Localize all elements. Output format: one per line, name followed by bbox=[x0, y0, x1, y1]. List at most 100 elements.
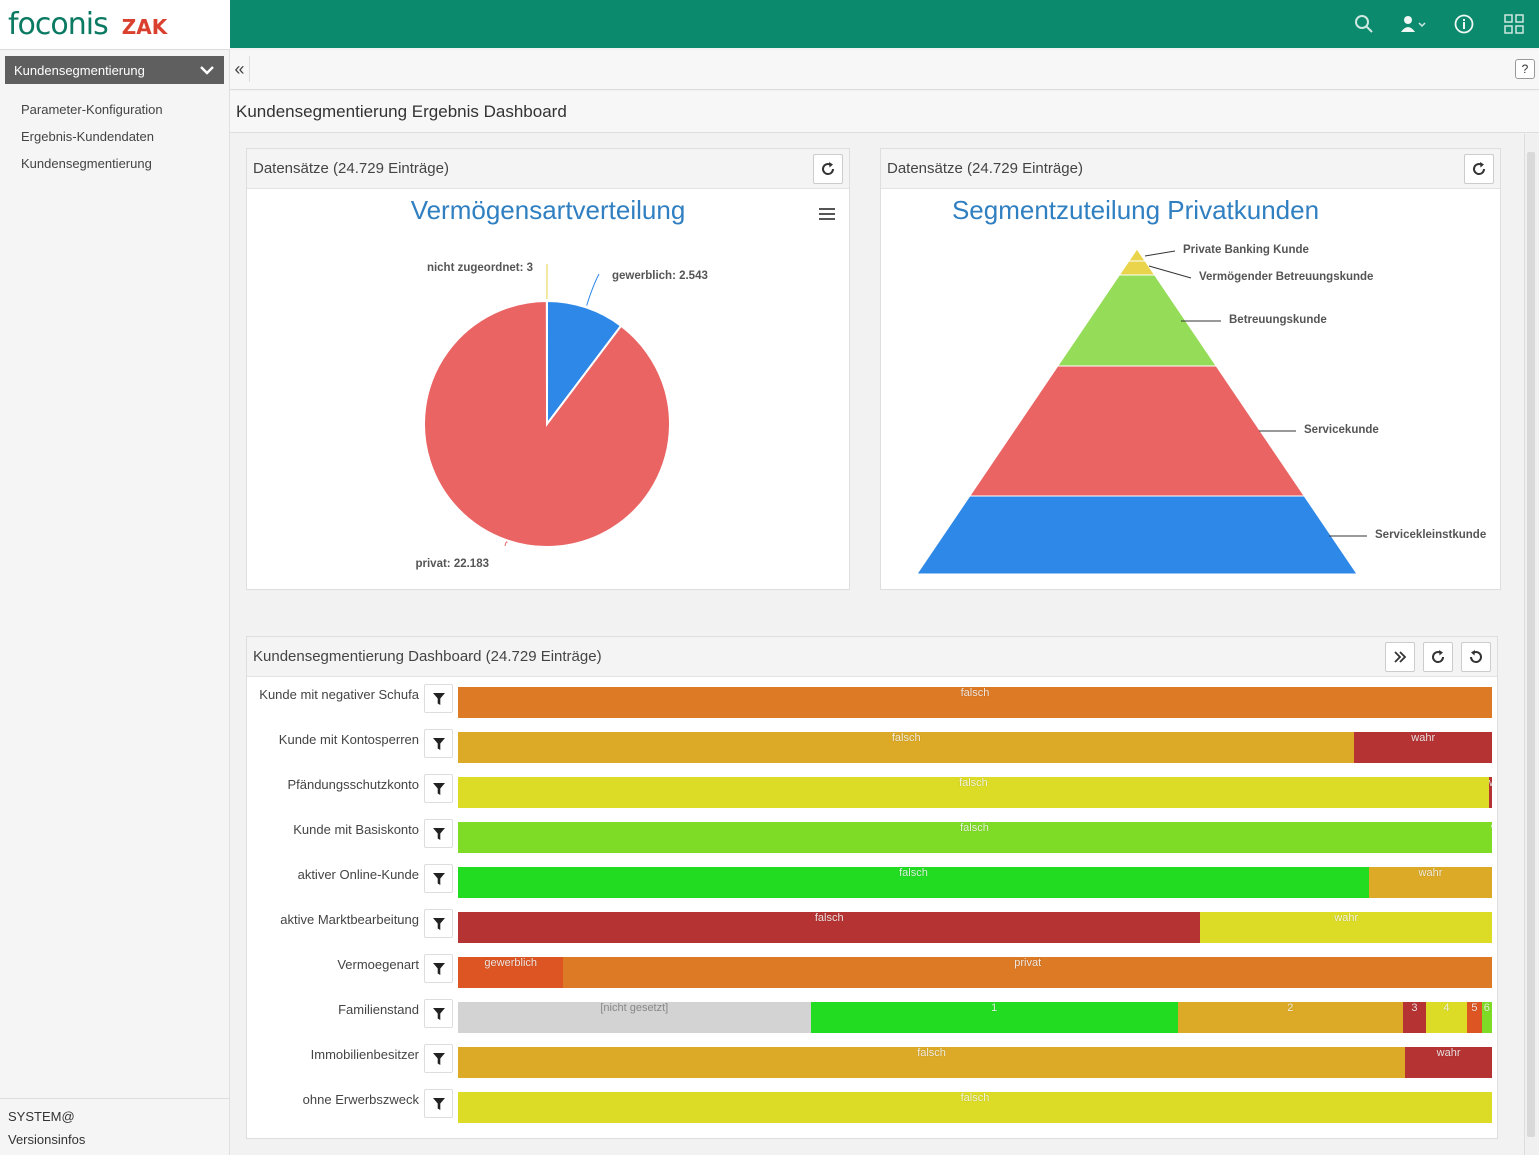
scrollbar-thumb[interactable] bbox=[1527, 152, 1535, 1137]
pyramid-data-label: Servicekleinstkunde bbox=[1375, 529, 1486, 541]
bar-segment[interactable]: 1 bbox=[810, 1002, 1178, 1033]
pie-panel-buttons bbox=[813, 154, 843, 184]
segment-label: falsch bbox=[891, 732, 921, 744]
pyramid-level[interactable] bbox=[1118, 260, 1156, 276]
filter-button[interactable] bbox=[424, 684, 453, 713]
app-logo[interactable]: foconis ZAK bbox=[0, 0, 230, 50]
bar-segment[interactable]: falsch bbox=[458, 687, 1492, 718]
filter-button[interactable] bbox=[424, 1044, 453, 1073]
user-icon[interactable] bbox=[1389, 0, 1439, 48]
dashboard-row: Familienstand [nicht gesetzt] 1 2 3 4 5 6 bbox=[247, 992, 1497, 1037]
chart-menu-icon[interactable] bbox=[819, 205, 835, 223]
filter-icon bbox=[432, 827, 445, 840]
filter-button[interactable] bbox=[424, 774, 453, 803]
bar-segment[interactable]: falsch bbox=[458, 867, 1369, 898]
pie-chart: gewerblich: 2.543 privat: 22.183 nicht zug… bbox=[415, 262, 708, 570]
stacked-bar: falsch bbox=[458, 687, 1492, 718]
segment-label: 4 bbox=[1443, 1002, 1450, 1014]
row-label: Kunde mit negativer Schufa bbox=[259, 687, 419, 702]
pie-connector-line bbox=[504, 541, 508, 547]
filter-button[interactable] bbox=[424, 864, 453, 893]
top-bar bbox=[0, 0, 1539, 48]
row-label: Kunde mit Kontosperren bbox=[278, 732, 419, 747]
segment-label: falsch bbox=[960, 687, 990, 699]
bar-segment[interactable]: [nicht gesetzt] bbox=[458, 1002, 811, 1033]
row-label: Pfändungsschutzkonto bbox=[287, 777, 419, 792]
filter-icon bbox=[432, 872, 445, 885]
segment-label: falsch bbox=[917, 1047, 946, 1059]
filter-button[interactable] bbox=[424, 819, 453, 848]
bar-segment[interactable]: privat bbox=[563, 957, 1492, 988]
bar-segment[interactable]: falsch bbox=[458, 1092, 1492, 1123]
segment-label: falsch bbox=[959, 777, 988, 789]
dashboard-row: aktive Marktbearbeitung falsch wahr bbox=[247, 902, 1497, 947]
bar-segment[interactable]: wahr bbox=[1200, 912, 1492, 943]
segment-label: falsch bbox=[960, 1092, 990, 1104]
bar-segment[interactable]: gewerblich bbox=[458, 957, 564, 988]
pie-data-label: gewerblich: 2.543 bbox=[612, 270, 708, 282]
bar-segment[interactable]: wahr bbox=[1490, 822, 1492, 853]
collapse-sidebar-button[interactable]: « bbox=[230, 56, 250, 82]
pie-panel-header: Datensätze (24.729 Einträge) bbox=[247, 149, 849, 189]
segment-label: gewerblich bbox=[484, 957, 538, 969]
bar-segment[interactable]: wahr bbox=[1405, 1047, 1492, 1078]
bar-segment[interactable]: wahr bbox=[1354, 732, 1492, 763]
bar-segment[interactable]: wahr bbox=[1368, 867, 1492, 898]
pie-connector-line bbox=[586, 273, 600, 306]
filter-icon bbox=[432, 1097, 445, 1110]
pyramid-level[interactable] bbox=[916, 495, 1358, 575]
bar-segment[interactable]: 6 bbox=[1481, 1002, 1492, 1033]
expand-button[interactable] bbox=[1385, 642, 1415, 672]
sidebar-item-kundensegmentierung[interactable]: Kundensegmentierung bbox=[21, 156, 152, 171]
refresh-button[interactable] bbox=[813, 154, 843, 184]
bar-segment[interactable]: falsch bbox=[458, 777, 1489, 808]
apps-grid-icon[interactable] bbox=[1489, 0, 1539, 48]
segment-label: privat bbox=[1014, 957, 1042, 969]
sidebar-section-toggle[interactable]: Kundensegmentierung bbox=[5, 56, 224, 84]
filter-icon bbox=[432, 1052, 445, 1065]
row-label: aktiver Online-Kunde bbox=[297, 867, 419, 882]
pyramid-connector-line bbox=[1144, 250, 1176, 257]
reset-button[interactable] bbox=[1461, 642, 1491, 672]
stacked-bar: gewerblich privat bbox=[458, 957, 1492, 988]
pyramid-panel-title: Datensätze (24.729 Einträge) bbox=[887, 160, 1083, 177]
pyramid-level[interactable] bbox=[968, 365, 1306, 497]
dashboard-row: aktiver Online-Kunde falsch wahr bbox=[247, 857, 1497, 902]
segment-label: falsch bbox=[814, 912, 844, 924]
bar-segment[interactable]: falsch bbox=[458, 912, 1201, 943]
filter-button[interactable] bbox=[424, 729, 453, 758]
refresh-button[interactable] bbox=[1464, 154, 1494, 184]
segment-label: wahr bbox=[1411, 732, 1436, 744]
pyramid-level[interactable] bbox=[1127, 248, 1147, 262]
page-title: Kundensegmentierung Ergebnis Dashboard bbox=[230, 91, 1539, 133]
help-button[interactable]: ? bbox=[1515, 59, 1535, 79]
pie-slice-gewerblich[interactable] bbox=[546, 299, 623, 427]
bar-segment[interactable]: 4 bbox=[1425, 1002, 1468, 1033]
bar-segment[interactable]: falsch bbox=[458, 822, 1491, 853]
stacked-bar: falsch wahr bbox=[458, 822, 1492, 853]
search-icon[interactable] bbox=[1339, 0, 1389, 48]
page-scrollbar[interactable] bbox=[1524, 134, 1537, 1155]
bar-segment[interactable]: 3 bbox=[1403, 1002, 1426, 1033]
content-toolbar: « ? bbox=[230, 50, 1539, 90]
bar-segment[interactable]: falsch bbox=[458, 732, 1355, 763]
filter-button[interactable] bbox=[424, 999, 453, 1028]
bar-segment[interactable]: 5 bbox=[1467, 1002, 1482, 1033]
pie-chart-title: Vermögensartverteilung bbox=[410, 195, 686, 225]
filter-button[interactable] bbox=[424, 954, 453, 983]
refresh-button[interactable] bbox=[1423, 642, 1453, 672]
info-icon[interactable] bbox=[1439, 0, 1489, 48]
stacked-bar: falsch bbox=[458, 1092, 1492, 1123]
bar-segment[interactable]: falsch bbox=[458, 1047, 1406, 1078]
stacked-bar: falsch wahr bbox=[458, 912, 1492, 943]
bar-segment[interactable]: 2 bbox=[1177, 1002, 1404, 1033]
sidebar-item-parameter-konfiguration[interactable]: Parameter-Konfiguration bbox=[21, 102, 163, 117]
version-info-link[interactable]: Versionsinfos bbox=[8, 1132, 86, 1147]
row-label: aktive Marktbearbeitung bbox=[280, 912, 419, 927]
filter-button[interactable] bbox=[424, 1089, 453, 1118]
segment-label: falsch bbox=[899, 867, 928, 879]
sidebar-list: Parameter-Konfiguration Ergebnis-Kundend… bbox=[0, 96, 229, 177]
sidebar-item-ergebnis-kundendaten[interactable]: Ergebnis-Kundendaten bbox=[21, 129, 154, 144]
filter-button[interactable] bbox=[424, 909, 453, 938]
bar-segment[interactable]: wahr bbox=[1488, 777, 1492, 808]
